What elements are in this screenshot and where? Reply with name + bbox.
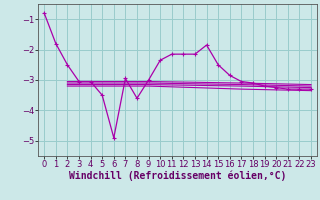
X-axis label: Windchill (Refroidissement éolien,°C): Windchill (Refroidissement éolien,°C) <box>69 171 286 181</box>
